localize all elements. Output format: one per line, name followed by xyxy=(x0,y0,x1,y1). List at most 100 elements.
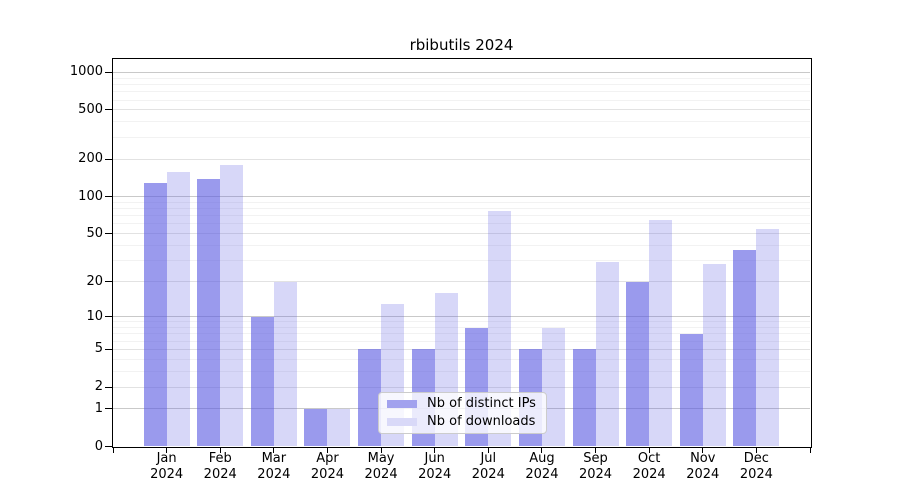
bar-nb-of-downloads-sep xyxy=(595,262,619,447)
gridline-y-70 xyxy=(113,215,810,217)
legend: Nb of distinct IPs Nb of downloads xyxy=(378,392,547,434)
x-tick-edge xyxy=(112,448,114,453)
x-tick-jun xyxy=(434,448,436,453)
x-tick-label-feb: Feb 2024 xyxy=(203,451,237,482)
gridline-y-9 xyxy=(113,321,810,323)
gridline-y-6 xyxy=(113,340,810,342)
y-tick-200 xyxy=(105,158,112,160)
y-tick-label-1000: 1000 xyxy=(69,64,103,80)
bar-nb-of-distinct-ips-oct xyxy=(626,281,650,447)
bar-nb-of-downloads-aug xyxy=(541,327,565,447)
x-tick-label-aug: Aug 2024 xyxy=(525,451,559,482)
x-tick-label-nov: Nov 2024 xyxy=(686,451,720,482)
legend-swatch-downloads-icon xyxy=(387,417,417,426)
x-tick-jul xyxy=(487,448,489,453)
legend-swatch-distinct-ips-icon xyxy=(387,400,417,409)
x-tick-label-dec: Dec 2024 xyxy=(739,451,773,482)
gridline-y-20 xyxy=(113,281,810,283)
x-tick-oct xyxy=(648,448,650,453)
legend-label-downloads: Nb of downloads xyxy=(427,413,536,429)
bar-nb-of-downloads-jan xyxy=(166,172,190,447)
gridline-y-200 xyxy=(113,158,810,160)
bar-nb-of-downloads-oct xyxy=(649,219,673,447)
gridline-y-10 xyxy=(113,316,810,318)
bar-nb-of-distinct-ips-jan xyxy=(143,182,167,447)
bar-nb-of-downloads-nov xyxy=(702,264,726,447)
gridline-y-90 xyxy=(113,201,810,203)
y-tick-label-500: 500 xyxy=(78,101,103,117)
y-tick-500 xyxy=(105,109,112,111)
x-tick-feb xyxy=(219,448,221,453)
gridline-y-3 xyxy=(113,370,810,372)
x-tick-aug xyxy=(541,448,543,453)
bar-nb-of-downloads-jul xyxy=(488,211,512,447)
x-tick-label-sep: Sep 2024 xyxy=(578,451,613,482)
y-tick-2 xyxy=(105,386,112,388)
gridline-y-8 xyxy=(113,327,810,329)
gridline-y-400 xyxy=(113,121,810,123)
x-tick-label-jan: Jan 2024 xyxy=(150,451,184,482)
x-tick-label-may: May 2024 xyxy=(364,451,398,482)
y-tick-label-1: 1 xyxy=(94,400,103,416)
x-tick-label-jul: Jul 2024 xyxy=(471,451,505,482)
y-tick-label-20: 20 xyxy=(86,273,103,289)
gridline-y-4 xyxy=(113,358,810,360)
bar-nb-of-distinct-ips-may xyxy=(358,349,382,447)
legend-row-distinct-ips: Nb of distinct IPs xyxy=(385,396,540,413)
gridline-y-60 xyxy=(113,223,810,225)
bar-nb-of-distinct-ips-nov xyxy=(679,333,703,447)
y-tick-label-10: 10 xyxy=(86,308,103,324)
bar-nb-of-distinct-ips-dec xyxy=(733,249,757,447)
x-tick-may xyxy=(380,448,382,453)
legend-row-downloads: Nb of downloads xyxy=(385,413,540,430)
bar-nb-of-distinct-ips-sep xyxy=(572,349,596,447)
y-tick-1000 xyxy=(105,71,112,73)
bar-nb-of-distinct-ips-feb xyxy=(197,178,221,447)
gridline-y-700 xyxy=(113,91,810,93)
gridline-y-2 xyxy=(113,386,810,388)
x-tick-label-mar: Mar 2024 xyxy=(257,451,291,482)
y-tick-label-200: 200 xyxy=(78,151,103,167)
gridline-y-600 xyxy=(113,99,810,101)
gridline-y-40 xyxy=(113,244,810,246)
legend-label-distinct-ips: Nb of distinct IPs xyxy=(427,396,536,412)
y-tick-label-2: 2 xyxy=(94,379,103,395)
bar-nb-of-downloads-mar xyxy=(273,281,297,447)
y-tick-10 xyxy=(105,316,112,318)
x-tick-mar xyxy=(273,448,275,453)
x-tick-edge xyxy=(809,448,811,453)
x-tick-label-apr: Apr 2024 xyxy=(310,451,344,482)
y-tick-label-0: 0 xyxy=(94,438,103,454)
gridline-y-1000 xyxy=(113,71,810,73)
gridline-y-100 xyxy=(113,196,810,198)
gridline-y-50 xyxy=(113,233,810,235)
y-tick-label-50: 50 xyxy=(86,225,103,241)
bar-nb-of-downloads-apr xyxy=(327,408,351,447)
bar-nb-of-distinct-ips-apr xyxy=(304,408,328,447)
y-tick-label-100: 100 xyxy=(78,188,103,204)
y-tick-100 xyxy=(105,196,112,198)
chart-title: rbibutils 2024 xyxy=(409,36,514,54)
x-tick-jan xyxy=(166,448,168,453)
gridline-y-300 xyxy=(113,136,810,138)
x-tick-sep xyxy=(595,448,597,453)
x-tick-apr xyxy=(326,448,328,453)
gridline-y-7 xyxy=(113,333,810,335)
gridline-y-900 xyxy=(113,77,810,79)
x-tick-label-oct: Oct 2024 xyxy=(632,451,666,482)
gridline-y-30 xyxy=(113,260,810,262)
y-tick-20 xyxy=(105,281,112,283)
bar-nb-of-distinct-ips-mar xyxy=(250,316,274,447)
bar-nb-of-downloads-dec xyxy=(756,228,780,447)
x-tick-dec xyxy=(755,448,757,453)
y-tick-50 xyxy=(105,233,112,235)
x-tick-label-jun: Jun 2024 xyxy=(418,451,452,482)
bar-nb-of-downloads-feb xyxy=(220,164,244,447)
x-tick-nov xyxy=(702,448,704,453)
gridline-y-80 xyxy=(113,208,810,210)
gridline-y-5 xyxy=(113,348,810,350)
y-tick-label-5: 5 xyxy=(94,341,103,357)
y-tick-1 xyxy=(105,408,112,410)
y-tick-0 xyxy=(105,446,112,447)
